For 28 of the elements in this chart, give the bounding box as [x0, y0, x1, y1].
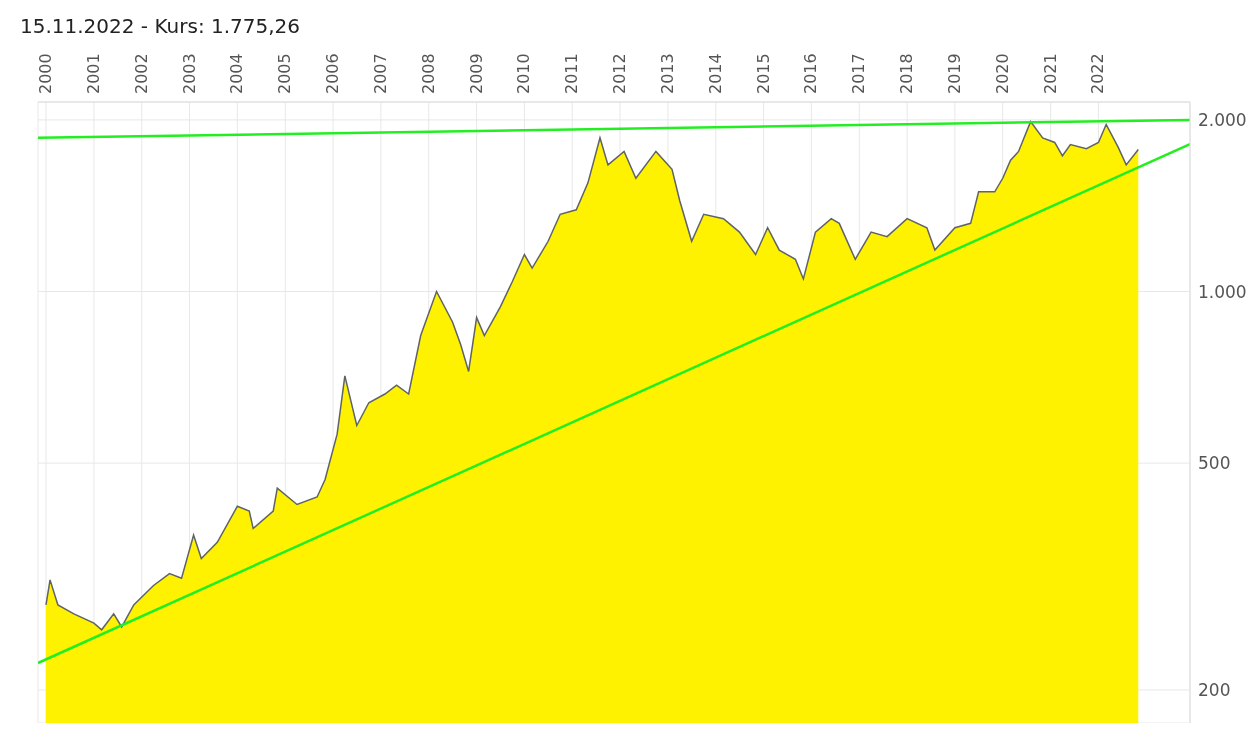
x-tick-label: 2009	[466, 53, 486, 94]
x-tick-label: 2013	[657, 53, 677, 94]
x-tick-label: 2004	[227, 53, 247, 94]
x-tick-label: 2012	[610, 53, 630, 94]
x-tick-label: 2018	[897, 53, 917, 94]
y-tick-label: 2.000	[1198, 109, 1247, 130]
y-tick-label: 1.000	[1198, 281, 1247, 302]
y-tick-label: 200	[1198, 679, 1231, 700]
x-tick-label: 2015	[753, 53, 773, 94]
x-tick-label: 2000	[35, 53, 55, 94]
x-tick-label: 2021	[1040, 53, 1060, 94]
x-tick-label: 2019	[944, 53, 964, 94]
x-tick-label: 2022	[1088, 53, 1108, 94]
x-tick-label: 2006	[323, 53, 343, 94]
x-tick-label: 2016	[801, 53, 821, 94]
chart-title: 15.11.2022 - Kurs: 1.775,26	[20, 14, 301, 38]
x-tick-label: 2001	[83, 53, 103, 94]
x-tick-label: 2005	[275, 53, 295, 94]
x-tick-label: 2014	[705, 53, 725, 94]
x-tick-label: 2010	[514, 53, 534, 94]
x-tick-label: 2007	[370, 53, 390, 94]
x-tick-label: 2011	[562, 53, 582, 94]
x-tick-label: 2020	[992, 53, 1012, 94]
x-tick-label: 2017	[849, 53, 869, 94]
y-tick-label: 500	[1198, 453, 1231, 474]
x-tick-label: 2002	[131, 53, 151, 94]
x-tick-label: 2008	[418, 53, 438, 94]
x-tick-label: 2003	[179, 53, 199, 94]
